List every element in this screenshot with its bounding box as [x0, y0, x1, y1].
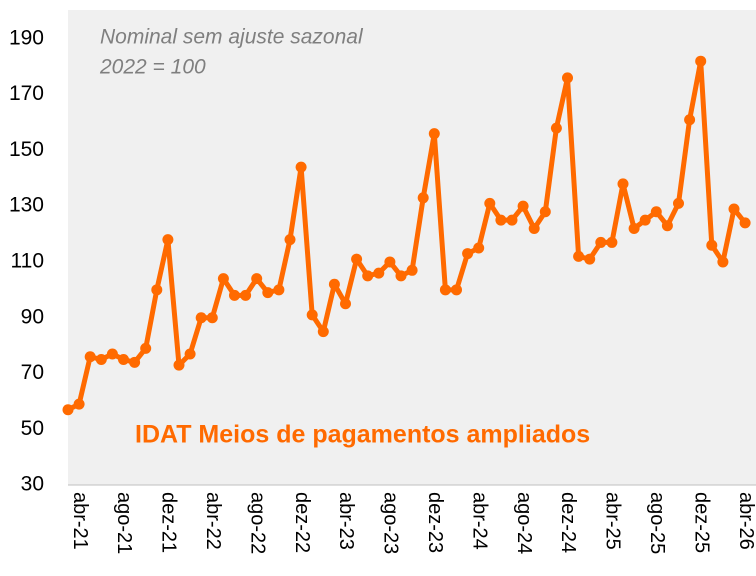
y-tick-label: 70 — [21, 361, 44, 384]
y-tick-label: 130 — [9, 194, 44, 217]
marker — [129, 356, 141, 368]
marker — [439, 284, 451, 296]
y-tick-label: 30 — [21, 473, 44, 496]
x-tick-label: dez-21 — [158, 492, 180, 553]
marker — [595, 236, 607, 248]
marker — [284, 234, 296, 246]
marker — [328, 278, 340, 290]
x-tick-label: dez-24 — [557, 492, 579, 553]
marker — [317, 326, 329, 338]
marker — [106, 348, 118, 360]
y-tick-label: 90 — [21, 305, 44, 328]
y-tick-label: 110 — [11, 249, 44, 272]
marker — [251, 273, 263, 285]
marker — [617, 178, 629, 190]
x-tick-label: abr-26 — [735, 492, 756, 550]
x-tick-label: ago-25 — [646, 492, 668, 554]
marker — [650, 206, 662, 218]
marker — [206, 312, 218, 324]
marker — [217, 273, 229, 285]
annotation: 2022 = 100 — [99, 56, 206, 79]
marker — [495, 214, 507, 226]
marker — [695, 55, 707, 67]
marker — [195, 312, 207, 324]
marker — [73, 398, 85, 410]
marker — [528, 222, 540, 234]
y-tick-label: 190 — [9, 26, 44, 49]
marker — [62, 404, 74, 416]
marker — [673, 197, 684, 209]
marker — [84, 351, 96, 363]
marker — [395, 270, 407, 282]
x-tick-label: dez-23 — [424, 492, 446, 553]
marker — [417, 192, 429, 204]
series-label: IDAT Meios de pagamentos ampliados — [135, 421, 590, 449]
x-tick-label: dez-22 — [291, 492, 313, 553]
marker — [706, 239, 718, 251]
marker — [661, 220, 673, 232]
annotation: Nominal sem ajuste sazonal — [100, 26, 364, 49]
marker — [184, 348, 196, 360]
plot-area — [68, 10, 756, 485]
marker — [684, 114, 696, 126]
marker — [95, 354, 107, 366]
marker — [362, 270, 374, 282]
marker — [428, 128, 440, 140]
marker — [151, 284, 163, 296]
marker — [173, 359, 185, 371]
x-tick-label: abr-23 — [335, 492, 357, 550]
marker — [517, 200, 529, 212]
marker — [639, 214, 651, 226]
marker — [562, 72, 573, 84]
marker — [340, 298, 351, 310]
marker — [306, 309, 318, 321]
marker — [628, 222, 640, 234]
x-tick-label: abr-24 — [468, 492, 490, 550]
marker — [295, 161, 307, 173]
x-tick-label: abr-25 — [602, 492, 624, 550]
x-tick-label: ago-21 — [113, 492, 135, 554]
x-tick-label: ago-24 — [513, 492, 535, 554]
marker — [717, 256, 729, 268]
y-tick-label: 150 — [9, 138, 44, 161]
marker — [539, 206, 551, 218]
x-tick-label: ago-23 — [380, 492, 402, 554]
y-tick-label: 50 — [21, 417, 44, 440]
marker — [550, 122, 562, 134]
marker — [484, 197, 496, 209]
marker — [229, 289, 240, 301]
marker — [739, 217, 751, 229]
marker — [373, 267, 385, 279]
marker — [384, 256, 396, 268]
x-tick-label: abr-21 — [69, 492, 91, 550]
marker — [162, 234, 174, 246]
x-tick-label: ago-22 — [246, 492, 268, 554]
marker — [351, 253, 363, 265]
x-tick-label: abr-22 — [202, 492, 224, 550]
marker — [118, 354, 129, 366]
marker — [506, 214, 518, 226]
marker — [728, 203, 740, 215]
marker — [573, 250, 585, 262]
y-tick-label: 170 — [9, 82, 44, 105]
marker — [140, 342, 152, 354]
marker — [451, 284, 462, 296]
marker — [584, 253, 596, 265]
marker — [262, 287, 274, 299]
marker — [606, 236, 618, 248]
marker — [473, 242, 485, 254]
marker — [273, 284, 285, 296]
marker — [240, 289, 252, 301]
marker — [462, 248, 474, 260]
marker — [406, 264, 418, 276]
x-tick-label: dez-25 — [690, 492, 712, 553]
